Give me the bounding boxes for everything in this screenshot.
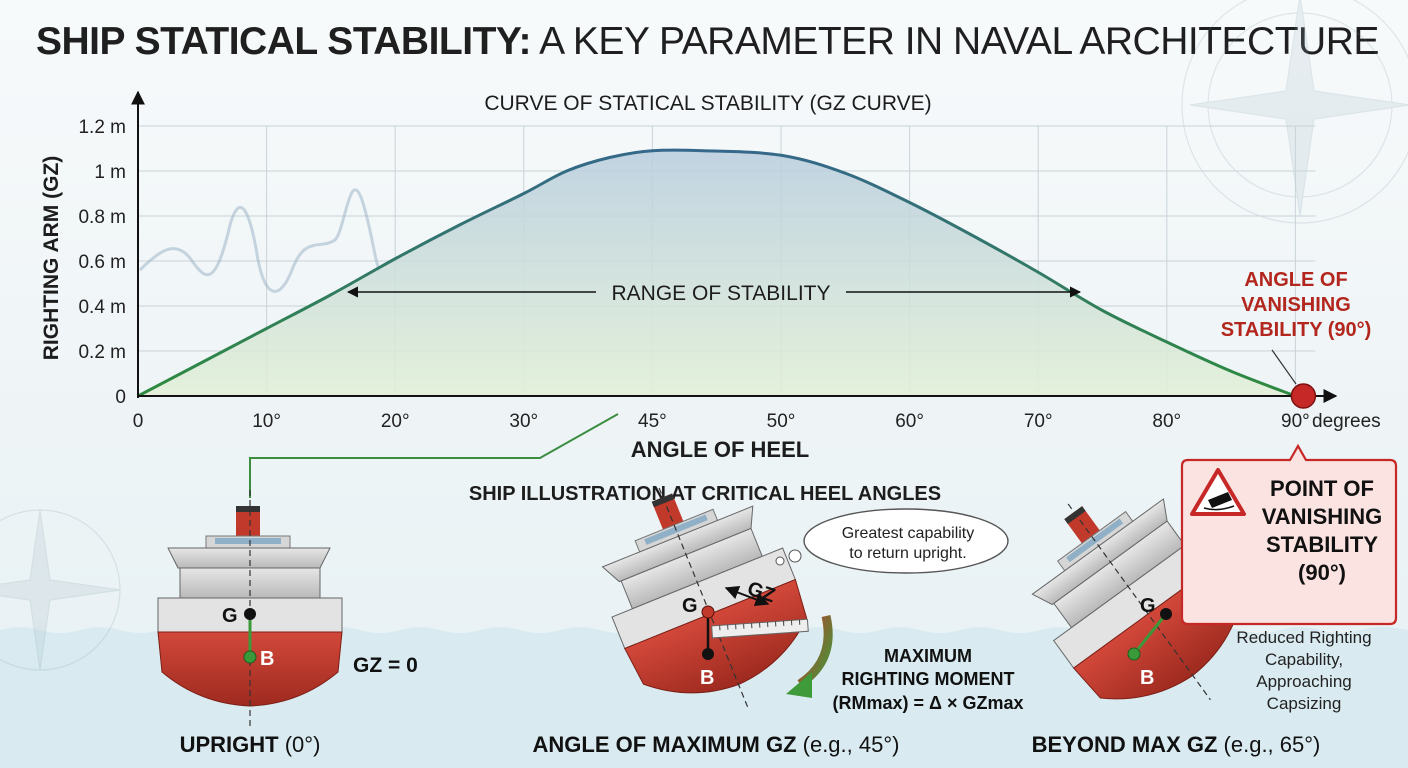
ship-max-gz-caption: ANGLE OF MAXIMUM GZ (e.g., 45°) (533, 732, 900, 757)
y-tick-label: 1 m (94, 162, 126, 183)
chart-title: CURVE OF STATICAL STABILITY (GZ CURVE) (484, 92, 931, 115)
x-tick-label: 70° (1024, 411, 1053, 432)
b-label: B (260, 648, 274, 670)
vanishing-leader (1271, 349, 1297, 385)
svg-text:Capsizing: Capsizing (1267, 694, 1342, 713)
x-tick-label: 10° (252, 411, 281, 432)
range-of-stability-label: RANGE OF STABILITY (612, 282, 831, 305)
thought-bubble: Greatest capability to return upright. (775, 508, 1009, 574)
x-axis-label: ANGLE OF HEEL (631, 437, 809, 462)
x-tick-label: 20° (381, 411, 410, 432)
righting-moment-label: MAXIMUM RIGHTING MOMENT (RMmax) = Δ × GZ… (833, 646, 1024, 713)
compass-rose-icon (1181, 0, 1408, 224)
svg-text:STABILITY (90°): STABILITY (90°) (1221, 319, 1372, 341)
page-title: SHIP STATICAL STABILITY: A KEY PARAMETER… (36, 20, 1379, 63)
x-unit-label: degrees (1312, 411, 1381, 432)
svg-text:STABILITY: STABILITY (1266, 532, 1378, 557)
y-axis-label: RIGHTING ARM (GZ) (40, 156, 63, 361)
x-tick-label: 0 (133, 411, 144, 432)
y-tick-label: 0 (115, 387, 126, 408)
decorative-wave (138, 188, 382, 293)
gz-scale (711, 618, 809, 639)
y-tick-labels: 0 0.2 m 0.4 m 0.6 m 0.8 m 1 m 1.2 m (78, 117, 126, 408)
y-tick-label: 0.6 m (78, 252, 126, 273)
ship-beyond-caption: BEYOND MAX GZ (e.g., 65°) (1032, 732, 1321, 757)
b-label: B (700, 667, 714, 689)
x-tick-label: 45° (638, 411, 667, 432)
gz-curve-area (138, 150, 1296, 396)
svg-text:POINT OF: POINT OF (1270, 476, 1374, 501)
g-label: G (682, 595, 698, 617)
svg-text:ANGLE OF: ANGLE OF (1244, 269, 1347, 291)
reduced-righting-note: Reduced Righting Capability, Approaching… (1236, 628, 1371, 713)
svg-text:VANISHING: VANISHING (1241, 294, 1351, 316)
svg-text:Reduced Righting: Reduced Righting (1236, 628, 1371, 647)
svg-text:VANISHING: VANISHING (1262, 504, 1383, 529)
svg-text:MAXIMUM: MAXIMUM (884, 646, 972, 666)
ship-upright: G B GZ = 0 UPRIGHT (0°) (157, 490, 418, 757)
svg-text:RIGHTING MOMENT: RIGHTING MOMENT (842, 669, 1015, 689)
capsizing-ship-warning-icon (1190, 468, 1246, 516)
x-tick-label: 60° (895, 411, 924, 432)
gz-chart: CURVE OF STATICAL STABILITY (GZ CURVE) 0… (40, 90, 1381, 462)
y-tick-label: 0.4 m (78, 297, 126, 318)
x-tick-label: 90° (1281, 411, 1310, 432)
svg-text:(RMmax) = Δ × GZmax: (RMmax) = Δ × GZmax (833, 693, 1024, 713)
y-tick-label: 0.8 m (78, 207, 126, 228)
svg-text:Greatest capability: Greatest capability (842, 525, 975, 542)
x-tick-labels: 0 10° 20° 30° 45° 50° 60° 70° 80° 90° (133, 411, 1310, 432)
vanishing-point-marker (1290, 383, 1317, 409)
y-tick-label: 1.2 m (78, 117, 126, 138)
illustration-heading: SHIP ILLUSTRATION AT CRITICAL HEEL ANGLE… (469, 483, 941, 505)
gz-curve-line (137, 148, 1296, 398)
connector-line (249, 413, 619, 498)
svg-text:Capability,: Capability, (1265, 650, 1343, 669)
svg-text:(90°): (90°) (1298, 560, 1346, 585)
vanishing-stability-callout: POINT OF VANISHING STABILITY (90°) (1180, 443, 1398, 626)
x-tick-label: 30° (509, 411, 538, 432)
svg-text:Approaching: Approaching (1256, 672, 1351, 691)
ship-upright-caption: UPRIGHT (0°) (180, 732, 321, 757)
b-label: B (1140, 667, 1154, 689)
gz-zero-note: GZ = 0 (353, 654, 418, 677)
x-tick-label: 50° (767, 411, 796, 432)
vanishing-label: ANGLE OF VANISHING STABILITY (90°) (1221, 269, 1372, 341)
y-tick-label: 0.2 m (78, 342, 126, 363)
g-label: G (1140, 595, 1156, 617)
ship-max-gz: GZ G B Greatest capability to return upr… (533, 487, 1024, 757)
svg-text:to return upright.: to return upright. (849, 545, 966, 562)
compass-rose-icon (0, 509, 121, 671)
x-tick-label: 80° (1152, 411, 1181, 432)
g-label: G (222, 605, 238, 627)
sea-water (0, 627, 1408, 768)
